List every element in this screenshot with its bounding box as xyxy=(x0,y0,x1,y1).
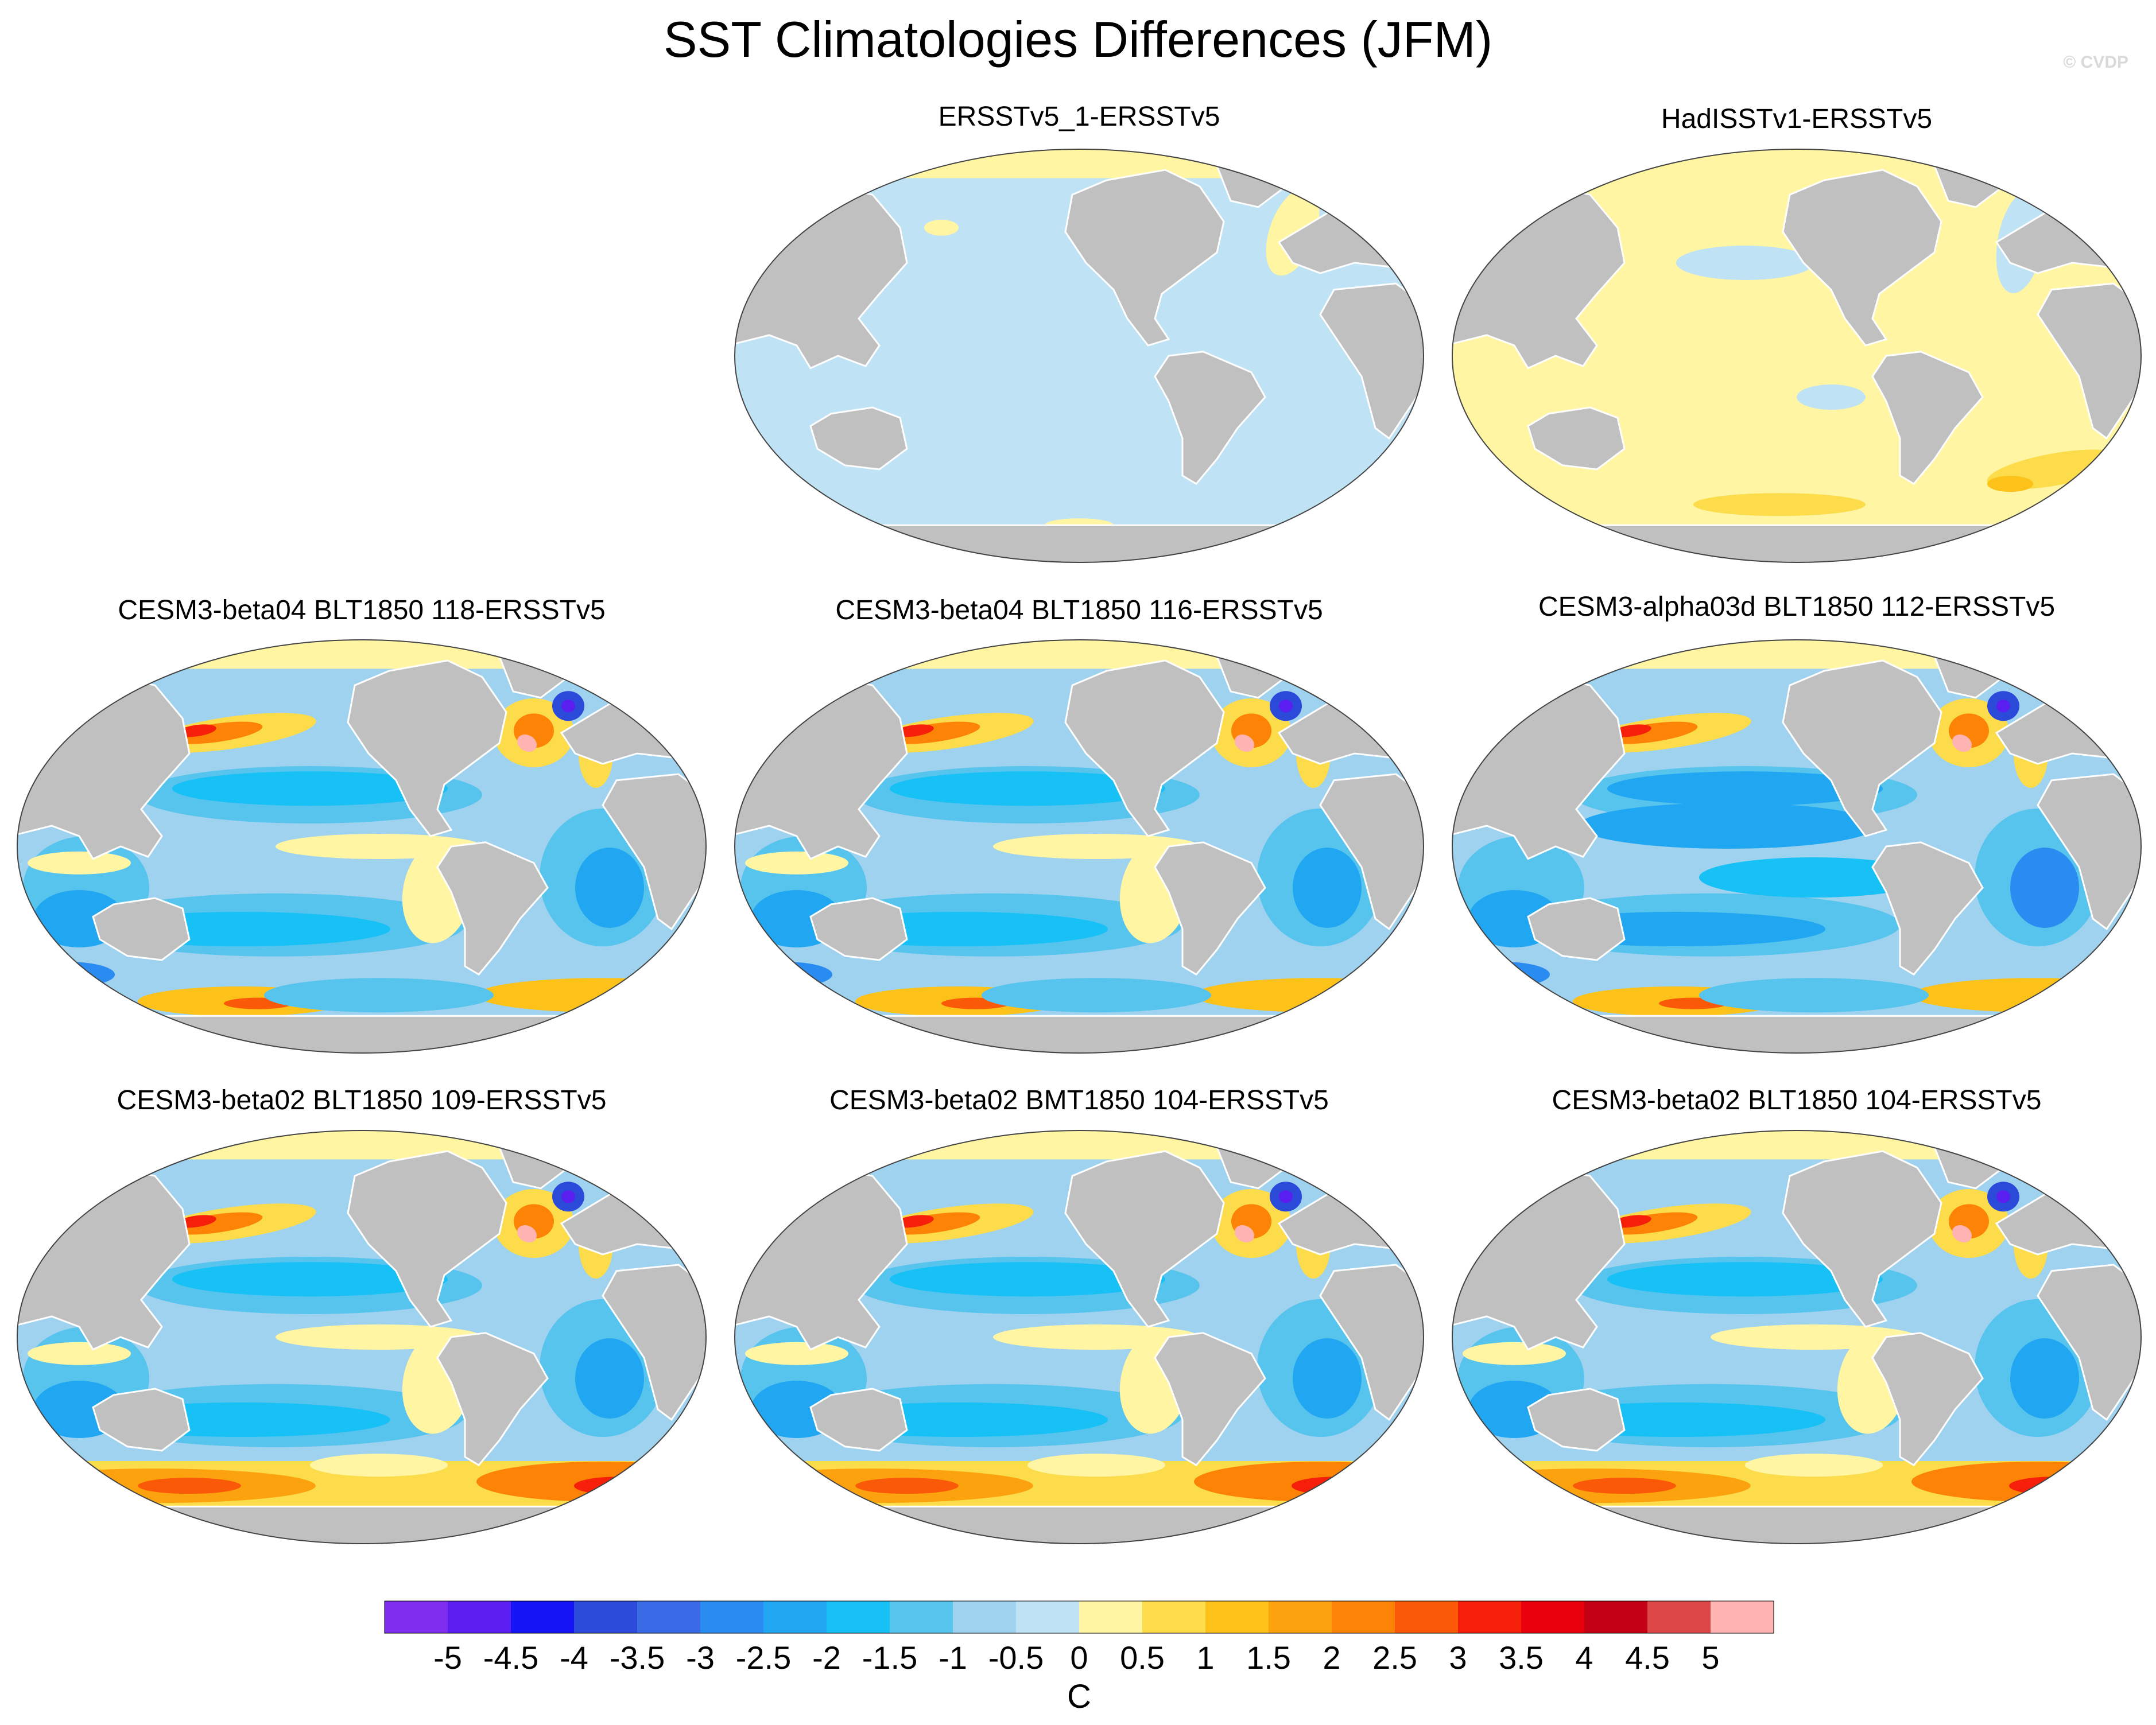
colorbar-tick-label: 0 xyxy=(1070,1639,1088,1676)
colorbar-swatch xyxy=(637,1601,701,1633)
colorbar-swatch xyxy=(1269,1601,1332,1633)
colorbar-swatch xyxy=(1458,1601,1522,1633)
map-panel-6 xyxy=(17,1130,707,1544)
map-panel-3 xyxy=(17,639,707,1054)
chart-title: SST Climatologies Differences (JFM) xyxy=(663,11,1493,68)
panel-title-7: CESM3-beta02 BMT1850 104-ERSSTv5 xyxy=(829,1085,1329,1116)
map-panel-5 xyxy=(1452,639,2142,1054)
colorbar-swatch xyxy=(1079,1601,1143,1633)
colorbar-swatch xyxy=(763,1601,827,1633)
panel-title-3: CESM3-beta04 BLT1850 118-ERSSTv5 xyxy=(118,595,606,625)
colorbar-tick-label: 1.5 xyxy=(1246,1639,1291,1676)
colorbar-tick-label: 3.5 xyxy=(1499,1639,1544,1676)
colorbar-tick-label: -4 xyxy=(560,1639,588,1676)
colorbar-swatch xyxy=(1395,1601,1459,1633)
colorbar-swatch xyxy=(1521,1601,1585,1633)
colorbar-tick-label: 1 xyxy=(1196,1639,1214,1676)
colorbar-swatch xyxy=(1016,1601,1080,1633)
map-panel-1 xyxy=(734,149,1424,563)
colorbar-tick-label: 2 xyxy=(1323,1639,1340,1676)
colorbar-tick-label: -3 xyxy=(686,1639,715,1676)
colorbar-tick-label: -2 xyxy=(812,1639,841,1676)
map-panel-8 xyxy=(1452,1130,2142,1544)
map-panel-2 xyxy=(1452,149,2142,563)
panel-title-2: HadISSTv1-ERSSTv5 xyxy=(1661,104,1933,134)
colorbar-tick-label: -1.5 xyxy=(862,1639,918,1676)
colorbar-tick-label: -5 xyxy=(433,1639,462,1676)
colorbar-swatch xyxy=(448,1601,511,1633)
panel-title-5: CESM3-alpha03d BLT1850 112-ERSSTv5 xyxy=(1538,592,2056,622)
panel-title-6: CESM3-beta02 BLT1850 109-ERSSTv5 xyxy=(117,1085,607,1116)
colorbar-swatch xyxy=(1332,1601,1395,1633)
colorbar-swatch xyxy=(953,1601,1017,1633)
colorbar-tick-label: 4 xyxy=(1575,1639,1593,1676)
colorbar-swatch xyxy=(1205,1601,1269,1633)
colorbar-tick-label: -0.5 xyxy=(988,1639,1044,1676)
colorbar-tick-label: -2.5 xyxy=(736,1639,792,1676)
map-panel-4 xyxy=(734,639,1424,1054)
colorbar-tick-label: 2.5 xyxy=(1372,1639,1417,1676)
colorbar-swatch xyxy=(385,1601,448,1633)
colorbar-tick-label: -1 xyxy=(939,1639,967,1676)
colorbar-tick-label: -3.5 xyxy=(610,1639,665,1676)
colorbar-swatch xyxy=(890,1601,953,1633)
colorbar-tick-label: 5 xyxy=(1701,1639,1719,1676)
panel-title-4: CESM3-beta04 BLT1850 116-ERSSTv5 xyxy=(835,595,1323,625)
watermark: © CVDP xyxy=(2063,53,2128,72)
colorbar-swatch xyxy=(574,1601,638,1633)
colorbar-tick-label: 4.5 xyxy=(1625,1639,1670,1676)
colorbar-swatch xyxy=(1711,1601,1774,1633)
colorbar-swatch xyxy=(1647,1601,1711,1633)
panel-title-8: CESM3-beta02 BLT1850 104-ERSSTv5 xyxy=(1552,1085,2042,1116)
colorbar-units-label: C xyxy=(1067,1678,1091,1715)
colorbar-tick-label: 3 xyxy=(1449,1639,1467,1676)
colorbar-tick-label: -4.5 xyxy=(483,1639,539,1676)
panel-title-1: ERSSTv5_1-ERSSTv5 xyxy=(938,102,1220,132)
colorbar-swatch xyxy=(511,1601,575,1633)
colorbar-swatch xyxy=(1584,1601,1648,1633)
colorbar-swatch xyxy=(700,1601,764,1633)
colorbar-swatch xyxy=(827,1601,890,1633)
map-panel-7 xyxy=(734,1130,1424,1544)
colorbar-swatch xyxy=(1142,1601,1206,1633)
colorbar-tick-label: 0.5 xyxy=(1120,1639,1165,1676)
